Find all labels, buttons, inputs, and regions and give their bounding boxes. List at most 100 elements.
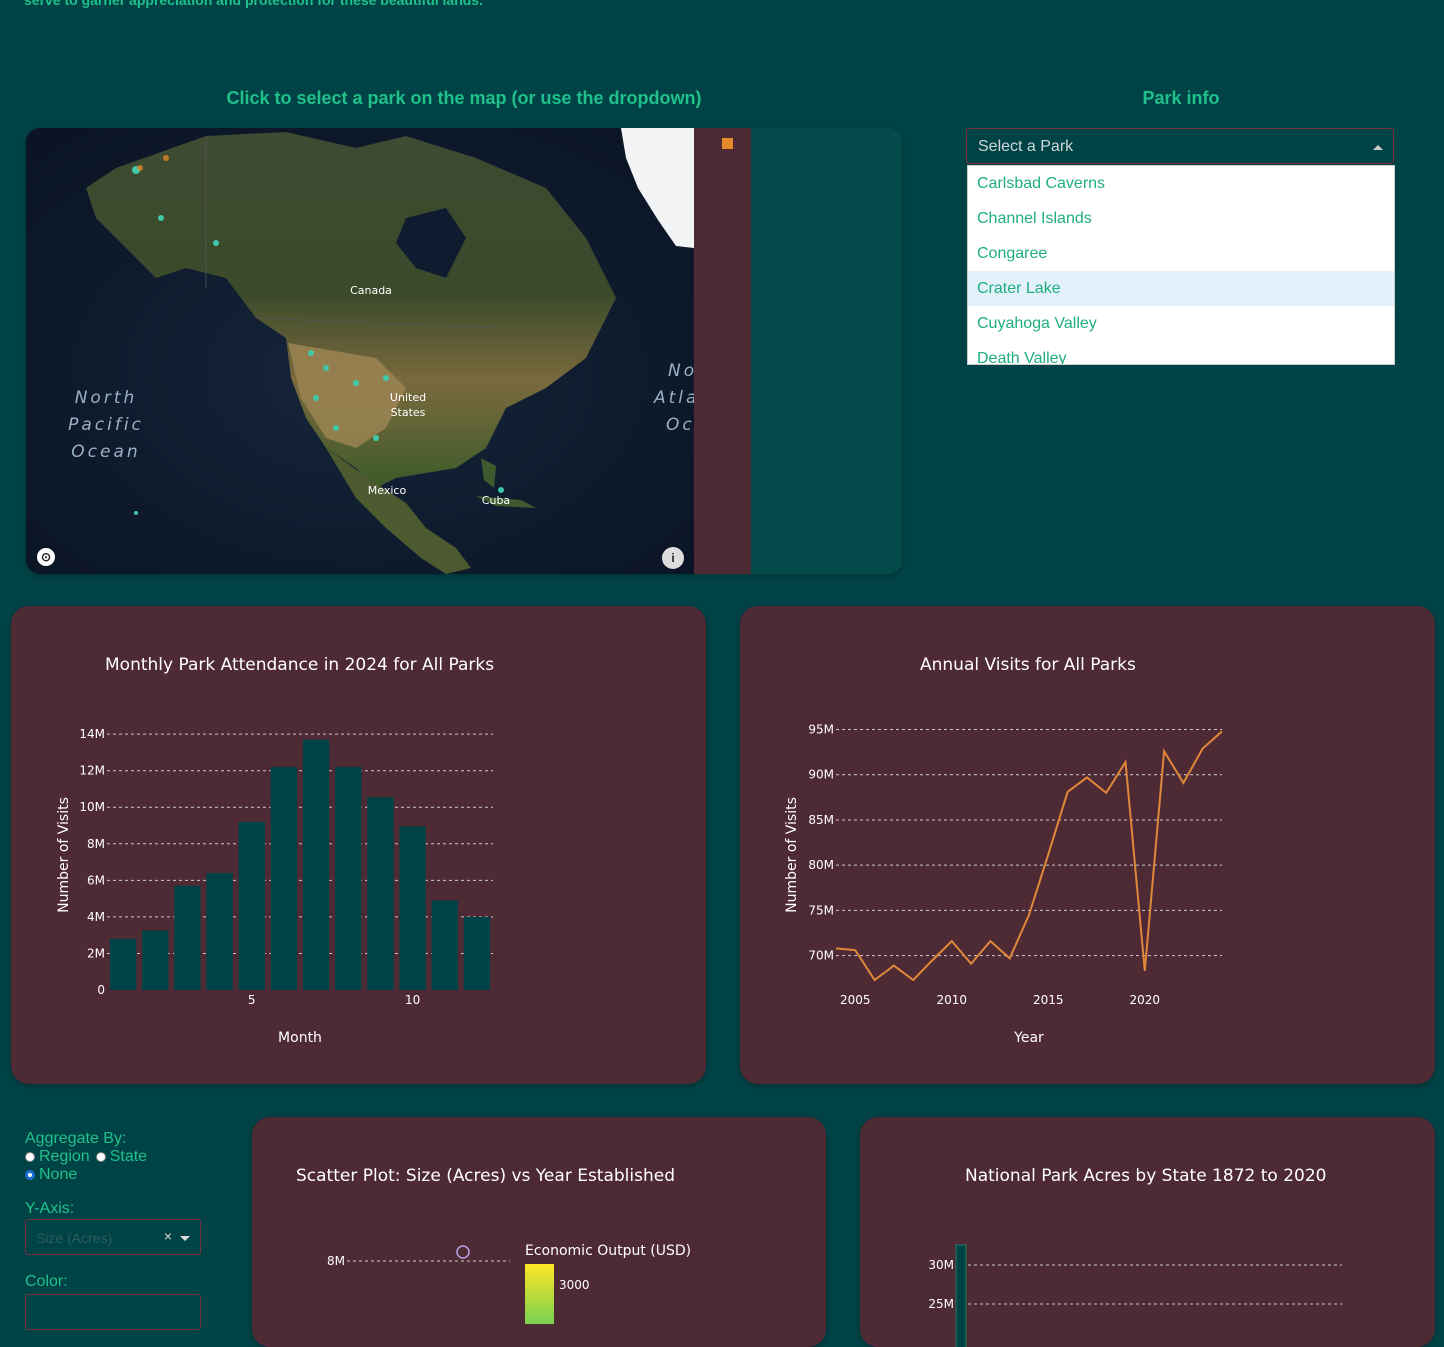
- monthly-chart: Month Number of Visits 0 2M 4M 6M 8M 10M 12M 14…: [56, 727, 493, 1046]
- park-option-highlighted[interactable]: Crater Lake: [968, 271, 1394, 306]
- state-acres-chart: 30M 25M: [928, 1244, 1342, 1347]
- annual-y-label: Number of Visits: [784, 797, 800, 913]
- month-bar[interactable]: [431, 900, 458, 990]
- info-icon[interactable]: i: [662, 547, 684, 569]
- monthly-y-label: Number of Visits: [56, 797, 72, 913]
- month-bar[interactable]: [206, 873, 233, 990]
- park-option[interactable]: Death Valley: [977, 350, 1067, 365]
- month-bar[interactable]: [463, 916, 491, 990]
- park-option[interactable]: Cuyahoga Valley: [977, 315, 1097, 332]
- y-tick-label: 85M: [808, 813, 834, 827]
- map-label-cuba: Cuba: [482, 494, 510, 507]
- color-select[interactable]: [25, 1294, 201, 1330]
- park-option[interactable]: Channel Islands: [977, 210, 1092, 227]
- map-label-npo-1: North: [75, 388, 138, 408]
- monthly-chart-title: Monthly Park Attendance in 2024 for All …: [105, 655, 495, 675]
- map-label-us-1: United: [390, 391, 426, 404]
- y-tick-label: 2M: [87, 946, 105, 960]
- map-section-title: Click to select a park on the map (or us…: [226, 88, 702, 108]
- y-tick-label: 70M: [808, 949, 834, 963]
- aggregate-label: Aggregate By:: [25, 1130, 127, 1147]
- state-y-tick: 30M: [928, 1258, 954, 1272]
- month-bar[interactable]: [302, 739, 330, 990]
- month-bar[interactable]: [109, 938, 137, 990]
- color-label: Color:: [25, 1273, 68, 1290]
- monthly-x-label: Month: [278, 1030, 322, 1046]
- park-map[interactable]: Canada United States Mexico Cuba North P…: [26, 128, 694, 574]
- y-tick-label: 10M: [79, 800, 105, 814]
- month-bar[interactable]: [367, 797, 394, 990]
- map-label-canada: Canada: [350, 284, 392, 297]
- colorbar: [525, 1264, 554, 1324]
- caret-up-icon[interactable]: [1373, 145, 1383, 150]
- month-bar[interactable]: [270, 767, 298, 990]
- radio-state[interactable]: [95, 1152, 106, 1162]
- map-label-nao-2: Atla: [653, 388, 694, 408]
- annual-chart: Year Number of Visits 70M 75M 80M 85M 90M 95M…: [784, 723, 1223, 1046]
- y-axis-select[interactable]: Size (Acres) ×: [25, 1219, 201, 1255]
- month-bar[interactable]: [238, 821, 265, 990]
- y-tick-label: 75M: [808, 903, 834, 917]
- radio-region-label[interactable]: Region: [39, 1148, 90, 1165]
- map-label-us-2: States: [391, 406, 426, 419]
- park-select-dropdown[interactable]: Select a Park: [966, 128, 1394, 164]
- map-card: Canada United States Mexico Cuba North P…: [26, 128, 902, 574]
- scatter-chart-title: Scatter Plot: Size (Acres) vs Year Estab…: [296, 1166, 676, 1186]
- state-y-tick: 25M: [928, 1297, 954, 1311]
- y-tick-label: 80M: [808, 858, 834, 872]
- month-bar[interactable]: [142, 930, 169, 990]
- state-acres-card: National Park Acres by State 1872 to 202…: [860, 1117, 1435, 1347]
- month-bar[interactable]: [174, 885, 201, 990]
- y-axis-select-value: Size (Acres): [36, 1230, 113, 1246]
- y-tick-label: 90M: [808, 768, 834, 782]
- scatter-point[interactable]: [456, 1245, 470, 1259]
- radio-none-label[interactable]: None: [39, 1166, 78, 1183]
- y-tick-label: 12M: [79, 764, 105, 778]
- x-tick-label: 2005: [840, 993, 871, 1007]
- scatter-chart-card: Scatter Plot: Size (Acres) vs Year Estab…: [252, 1117, 826, 1347]
- annual-chart-title: Annual Visits for All Parks: [920, 655, 1136, 675]
- map-label-npo-2: Pacific: [68, 415, 144, 435]
- colorbar-tick: 3000: [559, 1278, 590, 1292]
- map-label-mexico: Mexico: [368, 484, 407, 497]
- scatter-controls: Aggregate By: Region State None Y-Axis: …: [25, 1130, 225, 1330]
- y-tick-label: 95M: [808, 723, 834, 737]
- park-option[interactable]: Carlsbad Caverns: [977, 175, 1106, 192]
- map-label-nao-1: No: [668, 361, 694, 381]
- annual-x-label: Year: [1013, 1030, 1044, 1046]
- legend-marker-icon[interactable]: [722, 138, 733, 149]
- intro-text: serve to garner appreciation and protect…: [24, 0, 483, 8]
- y-tick-label: 14M: [79, 727, 105, 741]
- scatter-chart: 8M Economic Output (USD) 3000: [327, 1243, 691, 1324]
- map-label-npo-3: Ocean: [71, 442, 140, 462]
- annual-chart-card: Annual Visits for All Parks Year Number …: [740, 606, 1435, 1084]
- y-tick-label: 0: [97, 983, 105, 997]
- month-bar[interactable]: [335, 767, 362, 990]
- map-label-nao-3: Oc: [666, 415, 694, 435]
- radio-state-label[interactable]: State: [109, 1148, 148, 1165]
- scatter-y-tick: 8M: [327, 1254, 345, 1268]
- colorbar-title: Economic Output (USD): [525, 1243, 691, 1259]
- chevron-down-icon[interactable]: [180, 1236, 190, 1241]
- clear-icon[interactable]: ×: [163, 1228, 172, 1244]
- state-chart-title: National Park Acres by State 1872 to 202…: [965, 1166, 1327, 1186]
- x-tick-label: 10: [405, 993, 420, 1007]
- annual-visits-line[interactable]: [835, 730, 1223, 982]
- monthly-chart-card: Monthly Park Attendance in 2024 for All …: [11, 606, 706, 1084]
- map-logo-icon[interactable]: ⊙: [37, 548, 55, 566]
- y-tick-label: 8M: [87, 837, 105, 851]
- x-tick-label: 5: [248, 993, 256, 1007]
- radio-none[interactable]: [25, 1170, 35, 1180]
- map-legend-panel: [694, 128, 751, 574]
- park-info-title: Park info: [1142, 88, 1220, 108]
- y-axis-label: Y-Axis:: [25, 1200, 75, 1217]
- x-tick-label: 2010: [937, 993, 968, 1007]
- park-select-placeholder: Select a Park: [978, 138, 1074, 155]
- y-tick-label: 4M: [87, 910, 105, 924]
- park-option[interactable]: Congaree: [977, 245, 1048, 262]
- month-bar[interactable]: [399, 826, 426, 990]
- x-tick-label: 2015: [1033, 993, 1064, 1007]
- state-bar[interactable]: [955, 1244, 967, 1347]
- park-select-menu: Carlsbad Caverns Channel Islands Congare…: [967, 165, 1395, 365]
- radio-region[interactable]: [25, 1152, 35, 1162]
